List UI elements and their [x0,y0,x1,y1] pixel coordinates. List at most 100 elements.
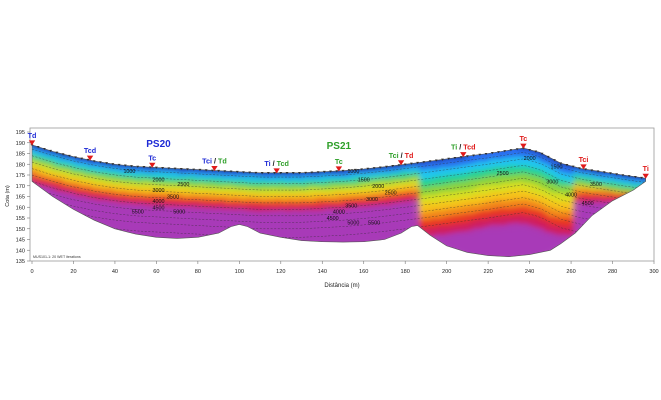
velocity-cell [253,209,259,214]
velocity-cell [67,164,73,168]
velocity-cell [341,236,346,240]
velocity-cell [299,209,305,214]
velocity-cell [274,213,280,217]
velocity-cell [307,217,313,222]
velocity-cell [307,210,313,214]
velocity-cell [262,210,268,215]
velocity-cell [175,234,181,239]
velocity-cell [600,164,610,170]
velocity-cell [158,162,164,166]
velocity-cell [307,179,313,183]
velocity-cell [336,184,342,188]
velocity-cell [141,214,147,218]
velocity-cell [175,188,181,192]
velocity-cell [285,239,295,245]
velocity-cell [59,180,65,184]
velocity-cell [200,199,206,204]
velocity-cell [166,232,172,236]
velocity-cell [195,229,201,234]
velocity-cell [88,177,94,181]
velocity-cell [195,171,201,176]
velocity-cell [282,187,288,192]
velocity-cell [104,200,110,204]
velocity-cell [158,183,164,187]
velocity-cell [54,197,60,201]
velocity-cell [83,167,89,172]
velocity-cell [154,216,160,220]
velocity-cell [204,195,210,199]
velocity-cell [141,173,147,178]
velocity-cell [183,185,189,190]
velocity-cell [112,194,118,198]
velocity-cell [303,223,309,227]
velocity-cell [92,206,98,211]
velocity-cell [220,227,226,231]
velocity-cell [291,198,297,203]
velocity-cell [179,234,185,238]
velocity-cell [79,171,85,175]
velocity-cell [336,186,342,190]
velocity-cell [316,214,322,218]
velocity-cell [187,210,193,215]
velocity-cell [129,200,135,204]
velocity-cell [270,179,276,184]
velocity-cell [67,176,73,180]
velocity-cell [237,195,243,199]
velocity-cell [34,165,40,169]
velocity-cell [324,220,330,225]
velocity-cell [291,229,297,234]
velocity-cell [75,194,81,198]
velocity-cell [50,177,56,181]
velocity-cell [245,213,251,217]
velocity-cell [274,184,280,188]
velocity-cell [191,231,197,236]
velocity-cell [175,209,181,213]
velocity-cell [274,197,280,202]
velocity-cell [191,187,197,191]
velocity-cell [71,190,77,194]
velocity-cell [187,203,193,207]
velocity-cell [229,209,235,213]
velocity-cell [88,165,94,170]
velocity-cell [282,185,288,190]
velocity-cell [112,211,118,215]
velocity-cell [38,146,44,151]
velocity-cell [475,255,485,257]
velocity-cell [94,156,104,162]
velocity-cell [154,192,160,197]
velocity-cell [183,182,189,186]
velocity-cell [170,232,176,236]
velocity-cell [71,192,77,196]
velocity-cell [204,206,210,211]
velocity-cell [282,232,288,236]
velocity-cell [253,192,259,196]
velocity-cell [262,214,268,219]
velocity-cell [170,215,176,219]
velocity-cell [200,172,206,177]
velocity-cell [212,197,218,201]
velocity-cell [154,169,160,174]
velocity-cell [245,207,251,211]
velocity-cell [253,227,259,231]
velocity-cell [150,223,156,227]
velocity-cell [187,197,193,201]
velocity-cell [150,207,156,212]
velocity-cell [170,201,176,205]
velocity-cell [303,192,309,196]
velocity-cell [341,226,346,231]
velocity-cell [341,213,346,217]
velocity-cell [146,230,152,234]
velocity-cell [108,169,114,173]
velocity-cell [332,242,338,246]
velocity-cell [175,176,181,181]
velocity-cell [299,211,305,216]
velocity-cell [274,226,280,231]
velocity-cell [88,160,94,164]
velocity-cell [316,212,322,216]
velocity-cell [125,177,131,182]
velocity-cell [112,207,118,212]
velocity-cell [287,202,293,206]
velocity-cell [83,208,89,212]
velocity-cell [96,196,102,201]
velocity-cell [46,178,52,182]
